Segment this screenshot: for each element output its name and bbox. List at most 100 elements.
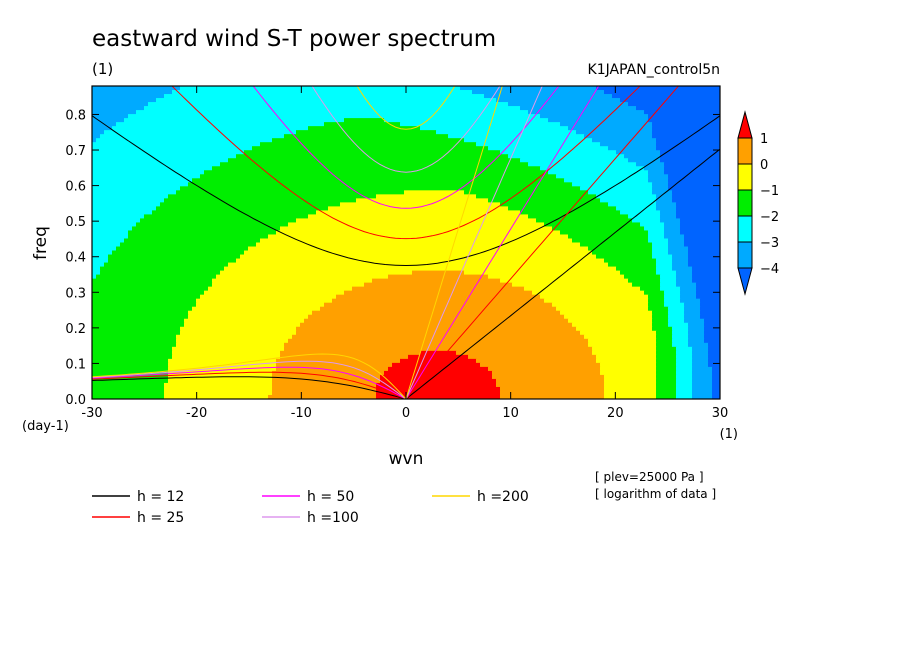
field-cell [604,386,657,392]
field-cell [496,382,605,388]
field-cell [656,394,677,399]
dataset-label: K1JAPAN_control5n [588,62,720,78]
field-cell [92,98,157,103]
field-cell [648,118,720,123]
kelvin-curve [405,148,720,399]
field-cell [376,390,501,396]
y-tick-label: 0.0 [65,393,86,408]
field-cell [660,150,720,155]
field-cell [664,234,685,240]
field-cell [644,166,665,171]
field-cell [92,210,153,216]
field-cell [280,350,421,356]
field-cell [676,390,693,396]
y-tick-label: 0.2 [65,322,86,337]
field-cell [592,346,657,352]
field-cell [664,230,681,236]
field-cell [704,334,720,340]
field-cell [692,378,713,384]
field-cell [240,254,597,260]
field-cell [580,242,653,248]
field-cell [676,210,720,216]
field-cell [560,122,653,127]
field-cell [172,354,281,360]
field-cell [596,86,720,91]
field-cell [104,262,229,268]
field-cell [672,198,720,203]
field-cell [628,102,720,107]
field-cell [92,162,221,167]
field-cell [652,190,673,195]
field-cell [560,310,653,316]
field-cell [524,286,641,292]
field-cell [92,134,101,139]
field-cell [280,226,553,232]
field-cell [648,230,665,236]
x-axis-label: wvn [389,449,424,469]
field-cell [300,322,573,328]
field-cell [608,146,657,151]
x-tick-label: 20 [607,406,624,421]
field-cell [648,234,665,240]
field-cell [92,254,109,260]
field-cell [644,110,720,115]
dispersion-curves [92,86,720,399]
field-cell [636,162,665,167]
field-cell [92,150,245,155]
field-cell [540,166,645,171]
field-cell [476,142,601,147]
field-cell [656,382,677,388]
field-cell [460,86,597,91]
field-cell [488,146,609,151]
field-cell [200,174,557,179]
field-cell [640,286,661,292]
field-cell [92,190,177,195]
field-cell [568,126,653,131]
field-cell [708,358,720,364]
field-cell [672,262,689,268]
colorbar-label: −4 [760,262,779,277]
field-cell [236,258,605,264]
field-cell [92,310,189,316]
field-cell [204,170,549,175]
field-cell [656,350,677,356]
field-cell [572,182,653,187]
field-cell [92,298,197,304]
field-cell [92,294,201,300]
field-cell [508,206,617,211]
field-cell [468,354,597,360]
field-cell [496,98,621,103]
field-cell [336,294,541,300]
field-cell [668,322,689,328]
field-cell [652,182,669,187]
field-cell [600,366,657,372]
field-cell [660,158,720,163]
field-cell [604,374,657,380]
annotation-plev: [ plev=25000 Pa ] [595,470,704,484]
field-cell [92,230,129,236]
field-cell [400,122,561,127]
field-cell [652,310,669,316]
field-cell [448,134,585,139]
field-cell [472,90,605,95]
field-cell [92,118,125,123]
field-cell [272,382,377,388]
field-cell [580,330,657,336]
field-cell [248,246,589,252]
field-cell [488,274,625,280]
field-cell [656,146,720,151]
field-cell [92,314,189,320]
field-cell [676,282,697,288]
field-cell [676,346,693,352]
field-cell [604,378,657,384]
field-cell [644,290,665,296]
field-cell [688,326,705,332]
field-cell [268,234,569,240]
field-cell [188,314,309,320]
field-cell [92,234,129,240]
field-cell [164,94,485,99]
field-cell [92,246,117,252]
field-cell [292,334,585,340]
field-cell [164,390,273,396]
field-cell [660,282,677,288]
